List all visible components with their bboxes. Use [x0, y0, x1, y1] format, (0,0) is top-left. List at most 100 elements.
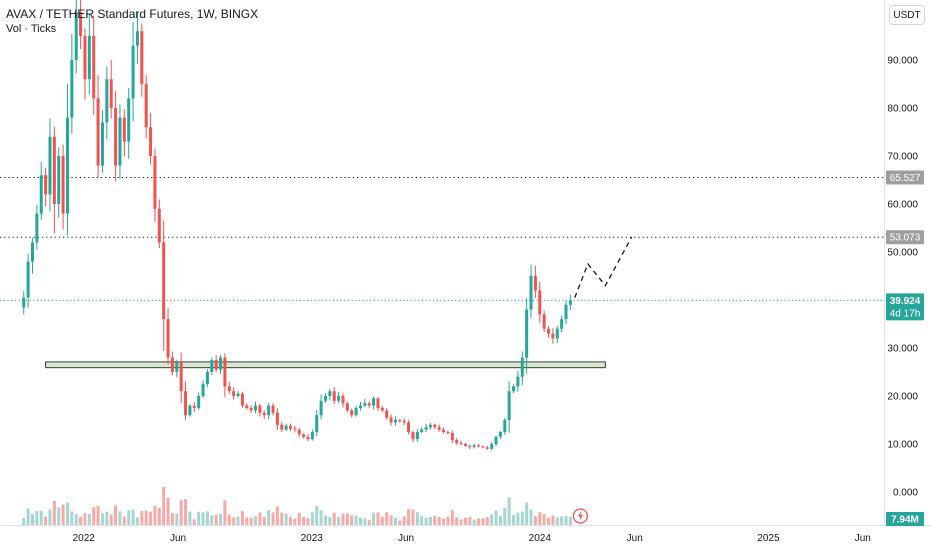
candle[interactable] — [415, 429, 419, 442]
candle[interactable] — [555, 325, 559, 344]
candle[interactable] — [319, 394, 323, 420]
candle[interactable] — [428, 422, 432, 430]
candle[interactable] — [297, 427, 301, 438]
candle[interactable] — [122, 109, 126, 157]
candle[interactable] — [70, 34, 74, 134]
candle[interactable] — [289, 423, 293, 432]
candle[interactable] — [149, 112, 153, 165]
candle[interactable] — [507, 381, 511, 433]
candle[interactable] — [477, 443, 481, 448]
candle[interactable] — [420, 427, 424, 434]
candle[interactable] — [490, 442, 494, 451]
candle[interactable] — [350, 408, 354, 418]
candle[interactable] — [468, 444, 472, 450]
candle[interactable] — [411, 430, 415, 443]
candle[interactable] — [345, 401, 349, 413]
candle[interactable] — [184, 381, 188, 420]
support-zone[interactable] — [45, 361, 606, 369]
candle[interactable] — [560, 315, 564, 333]
candle[interactable] — [267, 402, 271, 420]
candle[interactable] — [446, 430, 450, 435]
candle[interactable] — [280, 421, 284, 433]
candle[interactable] — [52, 126, 56, 234]
candle[interactable] — [197, 392, 201, 410]
candle[interactable] — [385, 407, 389, 420]
candle[interactable] — [529, 264, 533, 319]
candle[interactable] — [337, 391, 341, 403]
candle[interactable] — [61, 144, 65, 230]
candle[interactable] — [323, 393, 327, 403]
candle[interactable] — [367, 401, 371, 409]
candle[interactable] — [450, 430, 454, 444]
candle[interactable] — [175, 359, 179, 378]
candle[interactable] — [402, 418, 406, 425]
candle[interactable] — [328, 388, 332, 401]
candle[interactable] — [232, 387, 236, 400]
candle[interactable] — [30, 237, 34, 274]
candle[interactable] — [293, 425, 297, 433]
candle[interactable] — [568, 294, 572, 311]
candle[interactable] — [105, 66, 109, 140]
candle[interactable] — [398, 418, 402, 423]
candle[interactable] — [433, 423, 437, 430]
candle[interactable] — [302, 433, 306, 439]
candle[interactable] — [262, 410, 266, 419]
candle[interactable] — [341, 393, 345, 408]
candle[interactable] — [503, 417, 507, 435]
candle[interactable] — [65, 83, 69, 236]
candle[interactable] — [258, 403, 262, 417]
candle[interactable] — [424, 423, 428, 433]
candle[interactable] — [92, 15, 96, 116]
candle[interactable] — [459, 440, 463, 446]
candle[interactable] — [157, 199, 161, 249]
candle[interactable] — [380, 405, 384, 413]
candle[interactable] — [372, 396, 376, 410]
candle[interactable] — [227, 382, 231, 395]
candle[interactable] — [35, 205, 39, 250]
candle[interactable] — [512, 384, 516, 393]
candle[interactable] — [516, 370, 520, 392]
candle[interactable] — [179, 352, 183, 404]
candle[interactable] — [118, 104, 122, 179]
candle[interactable] — [551, 328, 555, 344]
indicator-label[interactable]: Vol · Ticks — [6, 23, 57, 35]
candle[interactable] — [240, 391, 244, 408]
candle[interactable] — [564, 301, 568, 325]
candle[interactable] — [249, 405, 253, 413]
candle[interactable] — [153, 148, 157, 223]
candle[interactable] — [393, 416, 397, 426]
candle[interactable] — [275, 408, 279, 430]
candle[interactable] — [463, 442, 467, 447]
candle[interactable] — [407, 420, 411, 435]
candle[interactable] — [201, 380, 205, 398]
candle[interactable] — [538, 281, 542, 324]
flash-icon[interactable] — [572, 508, 589, 524]
candle[interactable] — [26, 253, 30, 308]
candle[interactable] — [162, 220, 166, 352]
candle[interactable] — [166, 308, 170, 365]
candle[interactable] — [481, 445, 485, 449]
candle[interactable] — [485, 445, 489, 450]
candle[interactable] — [498, 431, 502, 440]
candle[interactable] — [192, 401, 196, 412]
candle[interactable] — [310, 429, 314, 441]
candle[interactable] — [57, 147, 61, 218]
candle[interactable] — [284, 423, 288, 431]
candle[interactable] — [87, 14, 91, 95]
plot-area[interactable] — [0, 0, 884, 525]
candle[interactable] — [354, 405, 358, 417]
candle[interactable] — [74, 0, 78, 74]
candle[interactable] — [100, 110, 104, 173]
candle[interactable] — [547, 325, 551, 338]
candle[interactable] — [48, 118, 52, 212]
candle[interactable] — [442, 427, 446, 434]
candle[interactable] — [188, 403, 192, 417]
candle[interactable] — [144, 75, 148, 139]
candle[interactable] — [254, 401, 258, 414]
candle[interactable] — [389, 414, 393, 426]
candle[interactable] — [131, 22, 135, 122]
candle[interactable] — [455, 437, 459, 445]
candle[interactable] — [245, 403, 249, 410]
